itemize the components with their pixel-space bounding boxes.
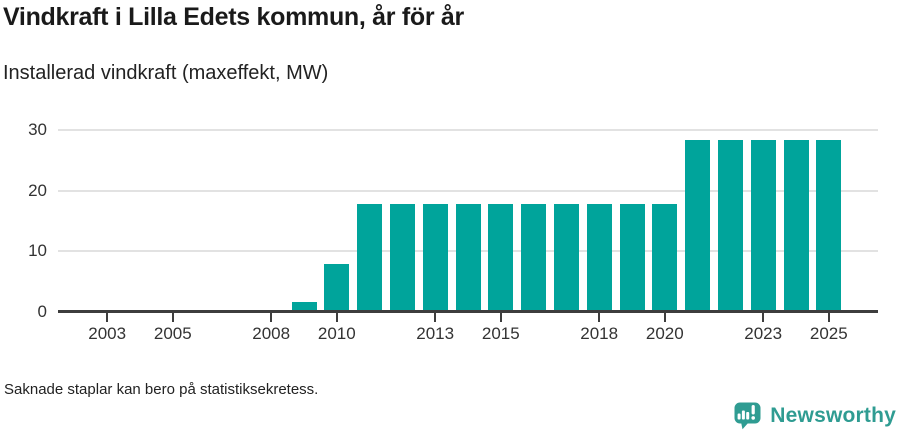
x-axis-line [58,310,878,313]
bar-2009 [291,301,317,313]
y-tick-label: 10 [28,241,47,260]
x-tick [597,313,601,322]
bar-2022 [717,140,743,313]
x-tick-label: 2013 [416,324,455,343]
bar-2018 [586,203,612,313]
bar-2025 [816,140,842,313]
bar-2017 [553,203,579,313]
x-tick-label: 2003 [88,324,127,343]
bar-2015 [488,203,514,313]
x-tick-label: 2025 [809,324,848,343]
newsworthy-logo: Newsworthy [733,401,896,430]
x-tick [761,313,765,322]
x-tick [105,313,109,322]
x-tick-label: 2018 [580,324,619,343]
bar-2011 [357,203,383,313]
chart-title: Vindkraft i Lilla Edets kommun, år för å… [3,3,464,31]
y-tick-label: 20 [28,180,47,200]
y-tick-label: 0 [37,301,47,321]
newsworthy-wordmark: Newsworthy [770,403,896,427]
gridline-30 [58,129,878,131]
chart-subtitle: Installerad vindkraft (maxeffekt, MW) [3,62,329,84]
newsworthy-icon [734,402,761,430]
bar-2016 [521,203,547,313]
gridline-20 [58,189,878,192]
x-tick [269,313,273,322]
bar-2013 [422,203,448,313]
x-tick-label: 2010 [317,324,356,343]
bar-2012 [389,203,415,313]
x-tick-label: 2020 [645,324,684,343]
bar-2020 [652,203,678,313]
bar-2014 [455,203,481,313]
x-tick [171,313,175,322]
y-tick-label: 30 [28,120,47,139]
bar-2019 [619,203,645,313]
x-tick [663,313,667,322]
x-tick [433,313,437,322]
bar-2010 [324,264,350,313]
x-tick [827,313,831,322]
x-tick [335,313,339,322]
x-tick-label: 2015 [481,324,520,343]
x-tick-label: 2008 [252,324,291,343]
bar-2023 [750,140,776,313]
footnote: Saknade staplar kan bero på statistiksek… [4,381,319,398]
x-tick-label: 2023 [744,324,783,343]
bar-2021 [685,140,711,313]
x-tick-label: 2005 [153,324,192,343]
x-tick [499,313,503,322]
bar-2024 [783,140,809,313]
